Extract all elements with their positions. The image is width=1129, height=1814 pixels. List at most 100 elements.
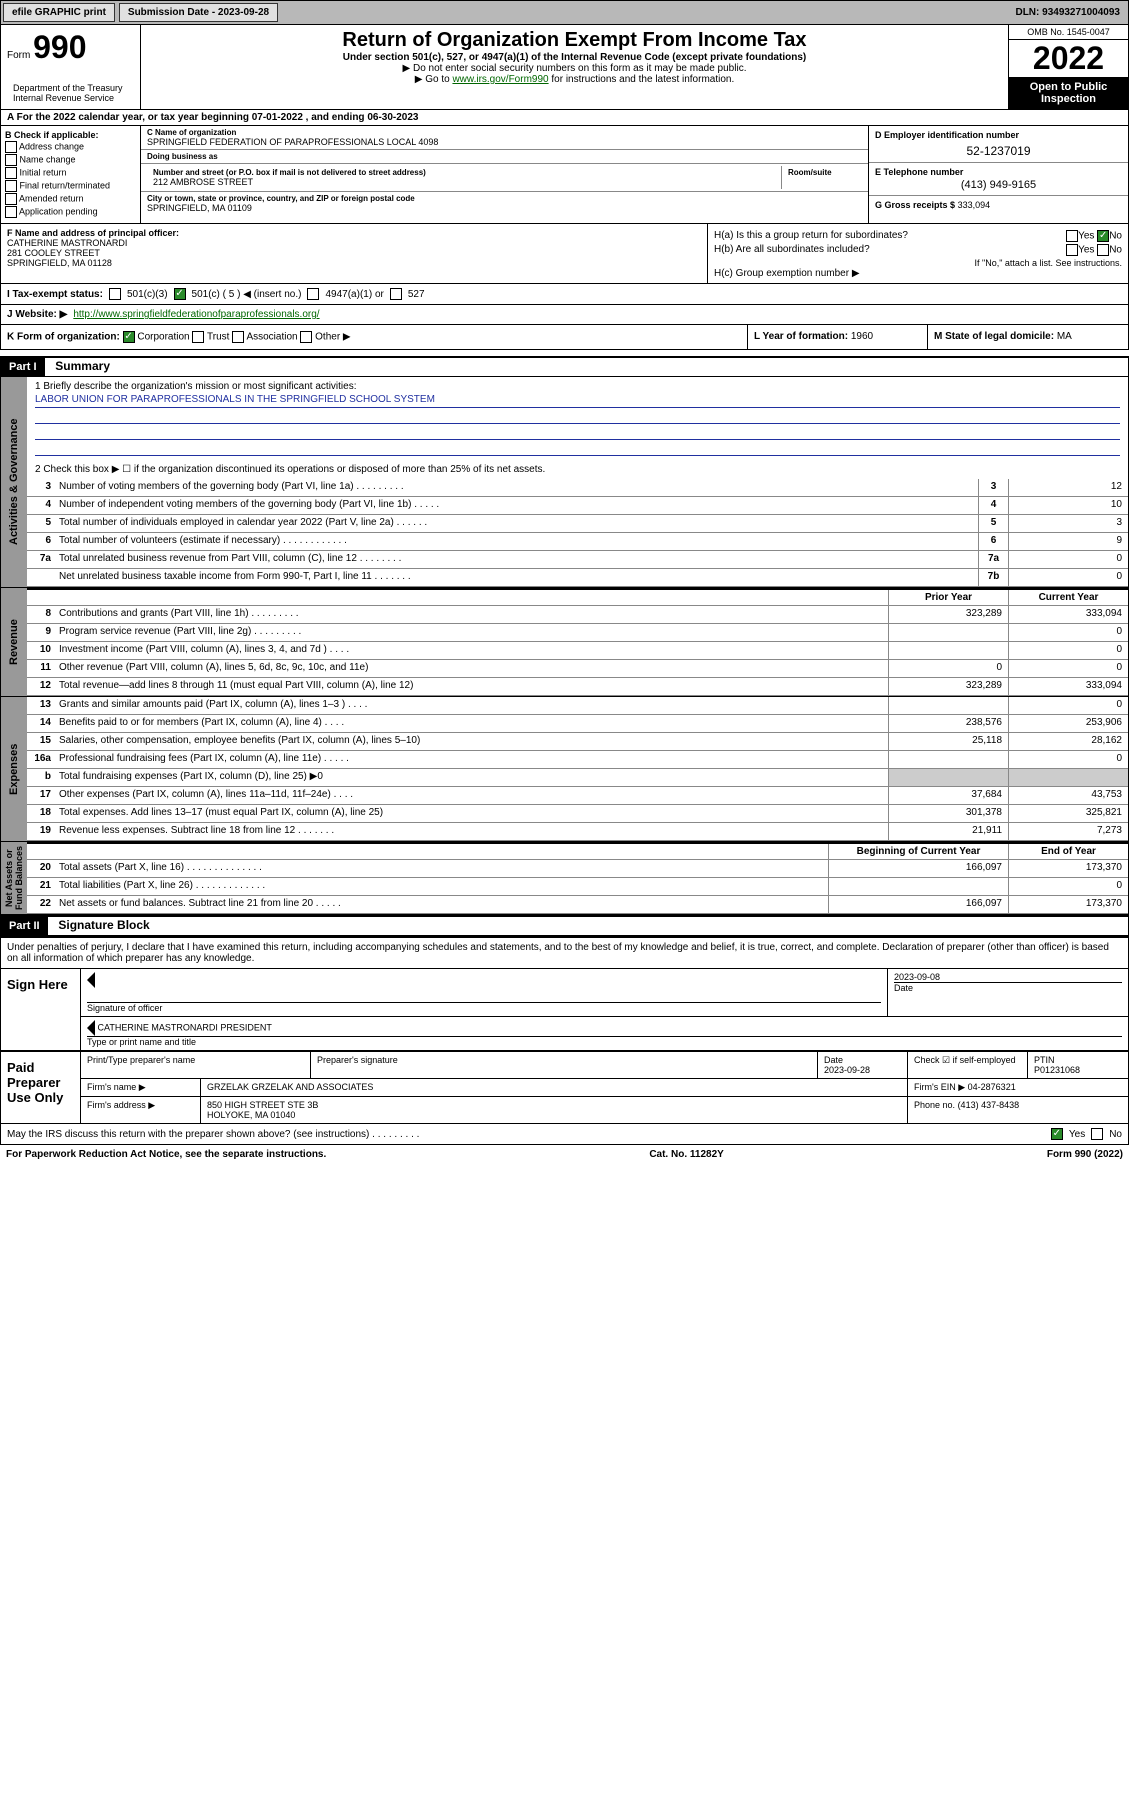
submission-date-button[interactable]: Submission Date - 2023-09-28 (119, 3, 278, 22)
tab-netassets: Net Assets or Fund Balances (1, 842, 27, 914)
gov-row: 3 Number of voting members of the govern… (27, 479, 1128, 497)
col-b-checkboxes: B Check if applicable: Address change Na… (1, 126, 141, 223)
hc-row: H(c) Group exemption number ▶ (714, 268, 1122, 279)
col-b-title: B Check if applicable: (5, 130, 136, 140)
netassets-header-row: Beginning of Current Year End of Year (27, 842, 1128, 860)
row-a-tax-year: A For the 2022 calendar year, or tax yea… (0, 110, 1129, 126)
firm-name: GRZELAK GRZELAK AND ASSOCIATES (201, 1079, 908, 1096)
sig-date-label: Date (894, 983, 913, 993)
gross-receipts-value: 333,094 (958, 200, 991, 210)
form-ref: Form 990 (2022) (1047, 1149, 1123, 1160)
gov-row: 7a Total unrelated business revenue from… (27, 551, 1128, 569)
ha-no-checkbox[interactable]: ✓ (1097, 230, 1109, 242)
gross-receipts-label: G Gross receipts $ (875, 200, 955, 210)
gov-row: 6 Total number of volunteers (estimate i… (27, 533, 1128, 551)
discuss-question: May the IRS discuss this return with the… (7, 1129, 1045, 1140)
irs-link[interactable]: www.irs.gov/Form990 (452, 74, 548, 85)
data-row: b Total fundraising expenses (Part IX, c… (27, 769, 1128, 787)
data-row: 16a Professional fundraising fees (Part … (27, 751, 1128, 769)
mission-text: LABOR UNION FOR PARAPROFESSIONALS IN THE… (35, 394, 1120, 408)
paid-preparer-label: Paid Preparer Use Only (1, 1052, 81, 1123)
cb-address-change[interactable]: Address change (5, 141, 136, 153)
ein-value: 52-1237019 (875, 144, 1122, 158)
cb-corporation[interactable]: ✓ (123, 331, 135, 343)
discuss-no-checkbox[interactable] (1091, 1128, 1103, 1140)
pra-notice: For Paperwork Reduction Act Notice, see … (6, 1149, 326, 1160)
cb-name-change[interactable]: Name change (5, 154, 136, 166)
mission-block: 1 Briefly describe the organization's mi… (27, 377, 1128, 479)
efile-button[interactable]: efile GRAPHIC print (3, 3, 115, 22)
section-governance: Activities & Governance 1 Briefly descri… (0, 377, 1129, 588)
name-arrow-icon (87, 1020, 95, 1036)
dept-label: Department of the Treasury Internal Reve… (7, 81, 134, 105)
cb-527[interactable] (390, 288, 402, 300)
officer-name: CATHERINE MASTRONARDI (7, 238, 701, 248)
q2-text: 2 Check this box ▶ ☐ if the organization… (35, 464, 1120, 475)
data-row: 21 Total liabilities (Part X, line 26) .… (27, 878, 1128, 896)
tab-revenue: Revenue (1, 588, 27, 696)
form-label: Form (7, 50, 30, 61)
hb-no-checkbox[interactable] (1097, 244, 1109, 256)
discuss-yes-checkbox[interactable]: ✓ (1051, 1128, 1063, 1140)
data-row: 19 Revenue less expenses. Subtract line … (27, 823, 1128, 841)
tab-expenses: Expenses (1, 697, 27, 841)
form-subtitle: Under section 501(c), 527, or 4947(a)(1)… (145, 52, 1004, 63)
city-label: City or town, state or province, country… (147, 194, 862, 203)
data-row: 13 Grants and similar amounts paid (Part… (27, 697, 1128, 715)
cb-final-return[interactable]: Final return/terminated (5, 180, 136, 192)
officer-block: F Name and address of principal officer:… (0, 224, 1129, 284)
sig-date-value: 2023-09-08 (894, 972, 1122, 982)
data-row: 14 Benefits paid to or for members (Part… (27, 715, 1128, 733)
firm-address: 850 HIGH STREET STE 3B HOLYOKE, MA 01040 (201, 1097, 908, 1123)
officer-label: F Name and address of principal officer: (7, 228, 701, 238)
website-link[interactable]: http://www.springfieldfederationofparapr… (73, 309, 319, 320)
state-domicile: MA (1057, 331, 1072, 342)
form-title: Return of Organization Exempt From Incom… (145, 29, 1004, 52)
part-ii-title: Signature Block (50, 915, 157, 935)
cb-application-pending[interactable]: Application pending (5, 206, 136, 218)
cb-501c3[interactable] (109, 288, 121, 300)
data-row: 18 Total expenses. Add lines 13–17 (must… (27, 805, 1128, 823)
data-row: 22 Net assets or fund balances. Subtract… (27, 896, 1128, 914)
cb-association[interactable] (232, 331, 244, 343)
revenue-header-row: Prior Year Current Year (27, 588, 1128, 606)
row-j-website: J Website: ▶ http://www.springfieldfeder… (0, 305, 1129, 325)
cb-4947[interactable] (307, 288, 319, 300)
sig-name-label: Type or print name and title (87, 1037, 196, 1047)
hb-yes-checkbox[interactable] (1066, 244, 1078, 256)
tax-year: 2022 (1009, 40, 1128, 77)
catalog-number: Cat. No. 11282Y (649, 1149, 723, 1160)
cb-other[interactable] (300, 331, 312, 343)
form-header: Form 990 Department of the Treasury Inte… (0, 25, 1129, 110)
part-i-title: Summary (47, 356, 118, 376)
firm-phone: (413) 437-8438 (958, 1100, 1020, 1110)
phone-label: E Telephone number (875, 167, 1122, 177)
top-toolbar: efile GRAPHIC print Submission Date - 20… (0, 0, 1129, 25)
data-row: 10 Investment income (Part VIII, column … (27, 642, 1128, 660)
prep-date: 2023-09-28 (824, 1065, 870, 1075)
cb-501c[interactable]: ✓ (174, 288, 186, 300)
ha-yes-checkbox[interactable] (1066, 230, 1078, 242)
gov-row: 5 Total number of individuals employed i… (27, 515, 1128, 533)
perjury-statement: Under penalties of perjury, I declare th… (1, 938, 1128, 968)
cb-initial-return[interactable]: Initial return (5, 167, 136, 179)
data-row: 17 Other expenses (Part IX, column (A), … (27, 787, 1128, 805)
officer-addr1: 281 COOLEY STREET (7, 248, 701, 258)
row-i-tax-status: I Tax-exempt status: 501(c)(3) ✓501(c) (… (0, 284, 1129, 305)
col-c-org-info: C Name of organization SPRINGFIELD FEDER… (141, 126, 868, 223)
dba-label: Doing business as (147, 152, 862, 161)
cb-trust[interactable] (192, 331, 204, 343)
gov-row: 4 Number of independent voting members o… (27, 497, 1128, 515)
cb-amended-return[interactable]: Amended return (5, 193, 136, 205)
data-row: 12 Total revenue—add lines 8 through 11 … (27, 678, 1128, 696)
omb-number: OMB No. 1545-0047 (1009, 25, 1128, 40)
section-revenue: Revenue Prior Year Current Year 8 Contri… (0, 588, 1129, 697)
sig-name-value: CATHERINE MASTRONARDI PRESIDENT (98, 1022, 272, 1032)
ptin-value: P01231068 (1034, 1065, 1080, 1075)
section-netassets: Net Assets or Fund Balances Beginning of… (0, 842, 1129, 915)
tab-governance: Activities & Governance (1, 377, 27, 587)
section-expenses: Expenses 13 Grants and similar amounts p… (0, 697, 1129, 842)
data-row: 11 Other revenue (Part VIII, column (A),… (27, 660, 1128, 678)
gov-row: Net unrelated business taxable income fr… (27, 569, 1128, 587)
phone-value: (413) 949-9165 (875, 179, 1122, 191)
